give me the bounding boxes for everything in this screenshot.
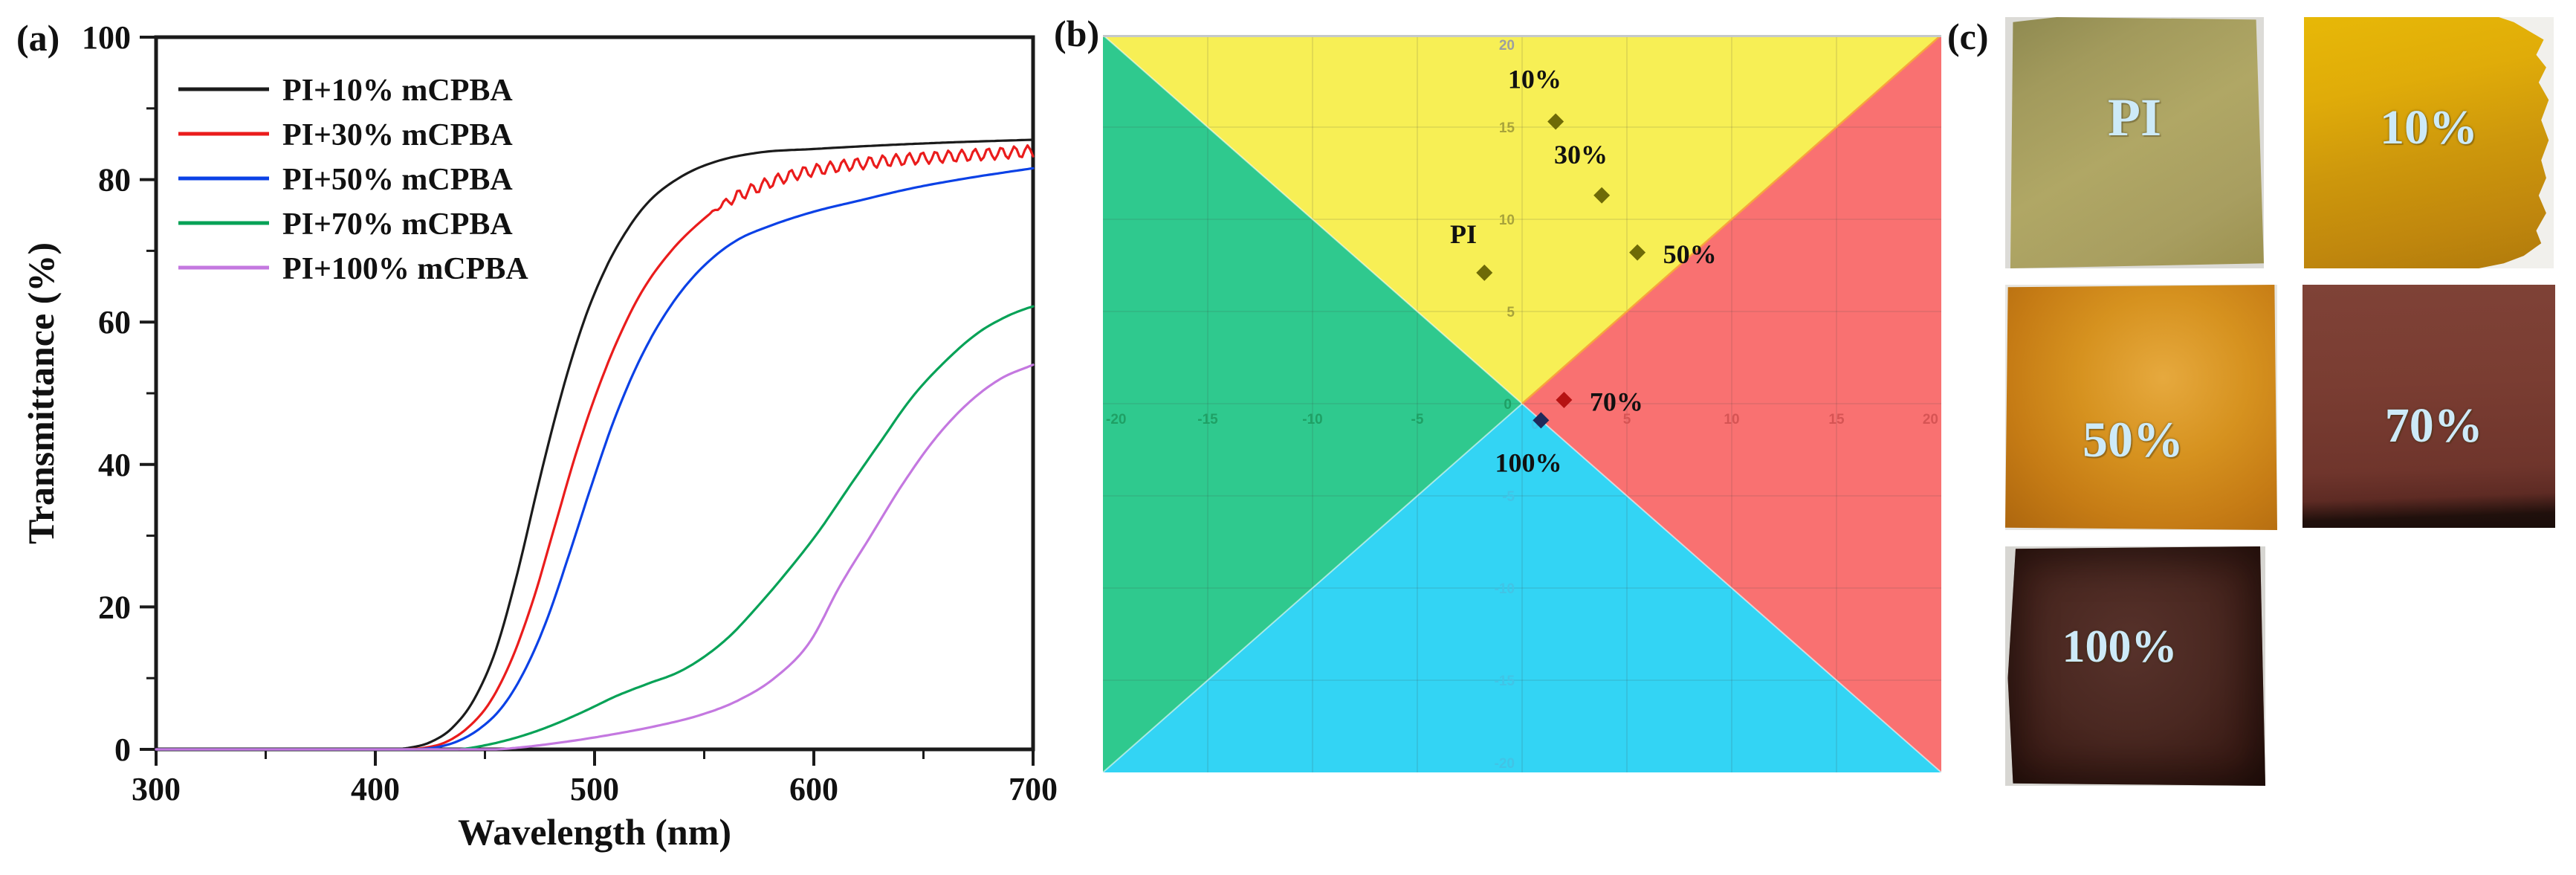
x-tick-label--15: -15	[1197, 412, 1218, 427]
10pct-film	[2304, 17, 2549, 268]
y-tick-label--15: -15	[1495, 674, 1515, 689]
diagonal-center-tr	[1521, 35, 1941, 404]
y-tick-label: 100	[82, 19, 131, 56]
y-tick-label: 60	[98, 304, 131, 340]
y-tick-label-15: 15	[1499, 120, 1515, 136]
photo-pi-film: PI	[2005, 17, 2264, 268]
x-tick-label--10: -10	[1302, 412, 1322, 427]
y-tick-label-5: 5	[1507, 305, 1515, 320]
x-tick-label-20: 20	[1923, 412, 1938, 427]
curve-pi-100-mcpba	[155, 364, 1035, 751]
x-tick-label-5: 5	[1623, 412, 1631, 427]
legend-label-pi-30-mcpba: PI+30% mCPBA	[282, 118, 513, 152]
pi-film-label: PI	[2108, 88, 2161, 148]
y-tick-label--10: -10	[1495, 581, 1515, 597]
point-label-100: 100%	[1495, 448, 1562, 477]
70pct-film	[2302, 285, 2555, 528]
10pct-film-label: 10%	[2380, 100, 2478, 155]
y-tick-label: 40	[98, 447, 131, 483]
marker-30	[1593, 187, 1611, 204]
y-tick-label: 80	[98, 162, 131, 198]
point-label-70: 70%	[1590, 387, 1643, 417]
photo-100pct-film: 100%	[2005, 546, 2265, 786]
x-tick-label: 300	[132, 771, 181, 807]
point-label-50: 50%	[1663, 239, 1717, 269]
legend-label-pi-70-mcpba: PI+70% mCPBA	[282, 207, 513, 242]
70pct-film-label: 70%	[2384, 398, 2483, 453]
photo-70pct-film: 70%	[2302, 285, 2555, 528]
x-tick-label: 500	[570, 771, 619, 807]
x-tick-label: 700	[1009, 771, 1058, 807]
diagonal-bl-center	[1103, 403, 1523, 772]
pi-film	[2010, 17, 2264, 268]
100pct-film-label: 100%	[2062, 621, 2178, 673]
y-axis-title: Transmittance (%)	[20, 242, 62, 544]
quadrant-green	[1103, 35, 1522, 772]
100pct-film	[2007, 546, 2265, 786]
50pct-film-label: 50%	[2083, 410, 2184, 468]
quadrant-yellow	[1103, 35, 1941, 404]
curve-pi-70-mcpba	[155, 305, 1035, 751]
legend-label-pi-50-mcpba: PI+50% mCPBA	[282, 163, 513, 197]
transmittance-chart: 300 400 500 600 700 0 20 40 60 80 100 Wavelength (n…	[20, 19, 1058, 853]
x-tick-label-0: 0	[1504, 397, 1512, 413]
y-tick-label--20: -20	[1495, 756, 1515, 772]
legend-label-pi-10-mcpba: PI+10% mCPBA	[282, 74, 513, 108]
x-tick-label-10: 10	[1724, 412, 1739, 427]
point-label-30: 30%	[1554, 140, 1608, 169]
panel-a-label: (a)	[16, 17, 60, 59]
x-tick-label: 600	[789, 771, 838, 807]
x-tick-label--5: -5	[1411, 412, 1424, 427]
point-label-pi: PI	[1450, 219, 1477, 249]
panel-c-label: (c)	[1947, 16, 1989, 57]
photo-10pct-film: 10%	[2304, 17, 2554, 268]
quadrant-cyan	[1103, 404, 1941, 772]
marker-50	[1629, 244, 1646, 261]
x-tick-label--20: -20	[1106, 412, 1126, 427]
legend-label-pi-100-mcpba: PI+100% mCPBA	[282, 252, 528, 286]
y-tick-label-10: 10	[1499, 213, 1515, 228]
x-tick-label-15: 15	[1828, 412, 1845, 427]
y-tick-label-0: 0	[1531, 417, 1539, 433]
marker-pi	[1476, 264, 1493, 281]
50pct-film	[2005, 285, 2277, 530]
photo-50pct-film: 50%	[2005, 285, 2277, 530]
color-coordinate-chart: -20 -15 -10 -5 0 5 10 15 20 20 15 10 5 0 -5 -10 -15 -20 PI…	[1103, 35, 1941, 772]
marker-70	[1556, 392, 1573, 409]
marker-100	[1533, 412, 1550, 429]
panel-b-label: (b)	[1054, 13, 1100, 54]
y-tick-label-20: 20	[1499, 38, 1515, 54]
y-tick-label: 0	[114, 732, 131, 768]
y-tick-label--5: -5	[1502, 489, 1515, 505]
marker-10	[1547, 113, 1564, 130]
point-label-10: 10%	[1508, 65, 1562, 94]
quadrant-red	[1522, 35, 1941, 772]
x-tick-label: 400	[351, 771, 400, 807]
y-tick-label: 20	[98, 589, 131, 625]
x-axis-title: Wavelength (nm)	[458, 811, 731, 853]
